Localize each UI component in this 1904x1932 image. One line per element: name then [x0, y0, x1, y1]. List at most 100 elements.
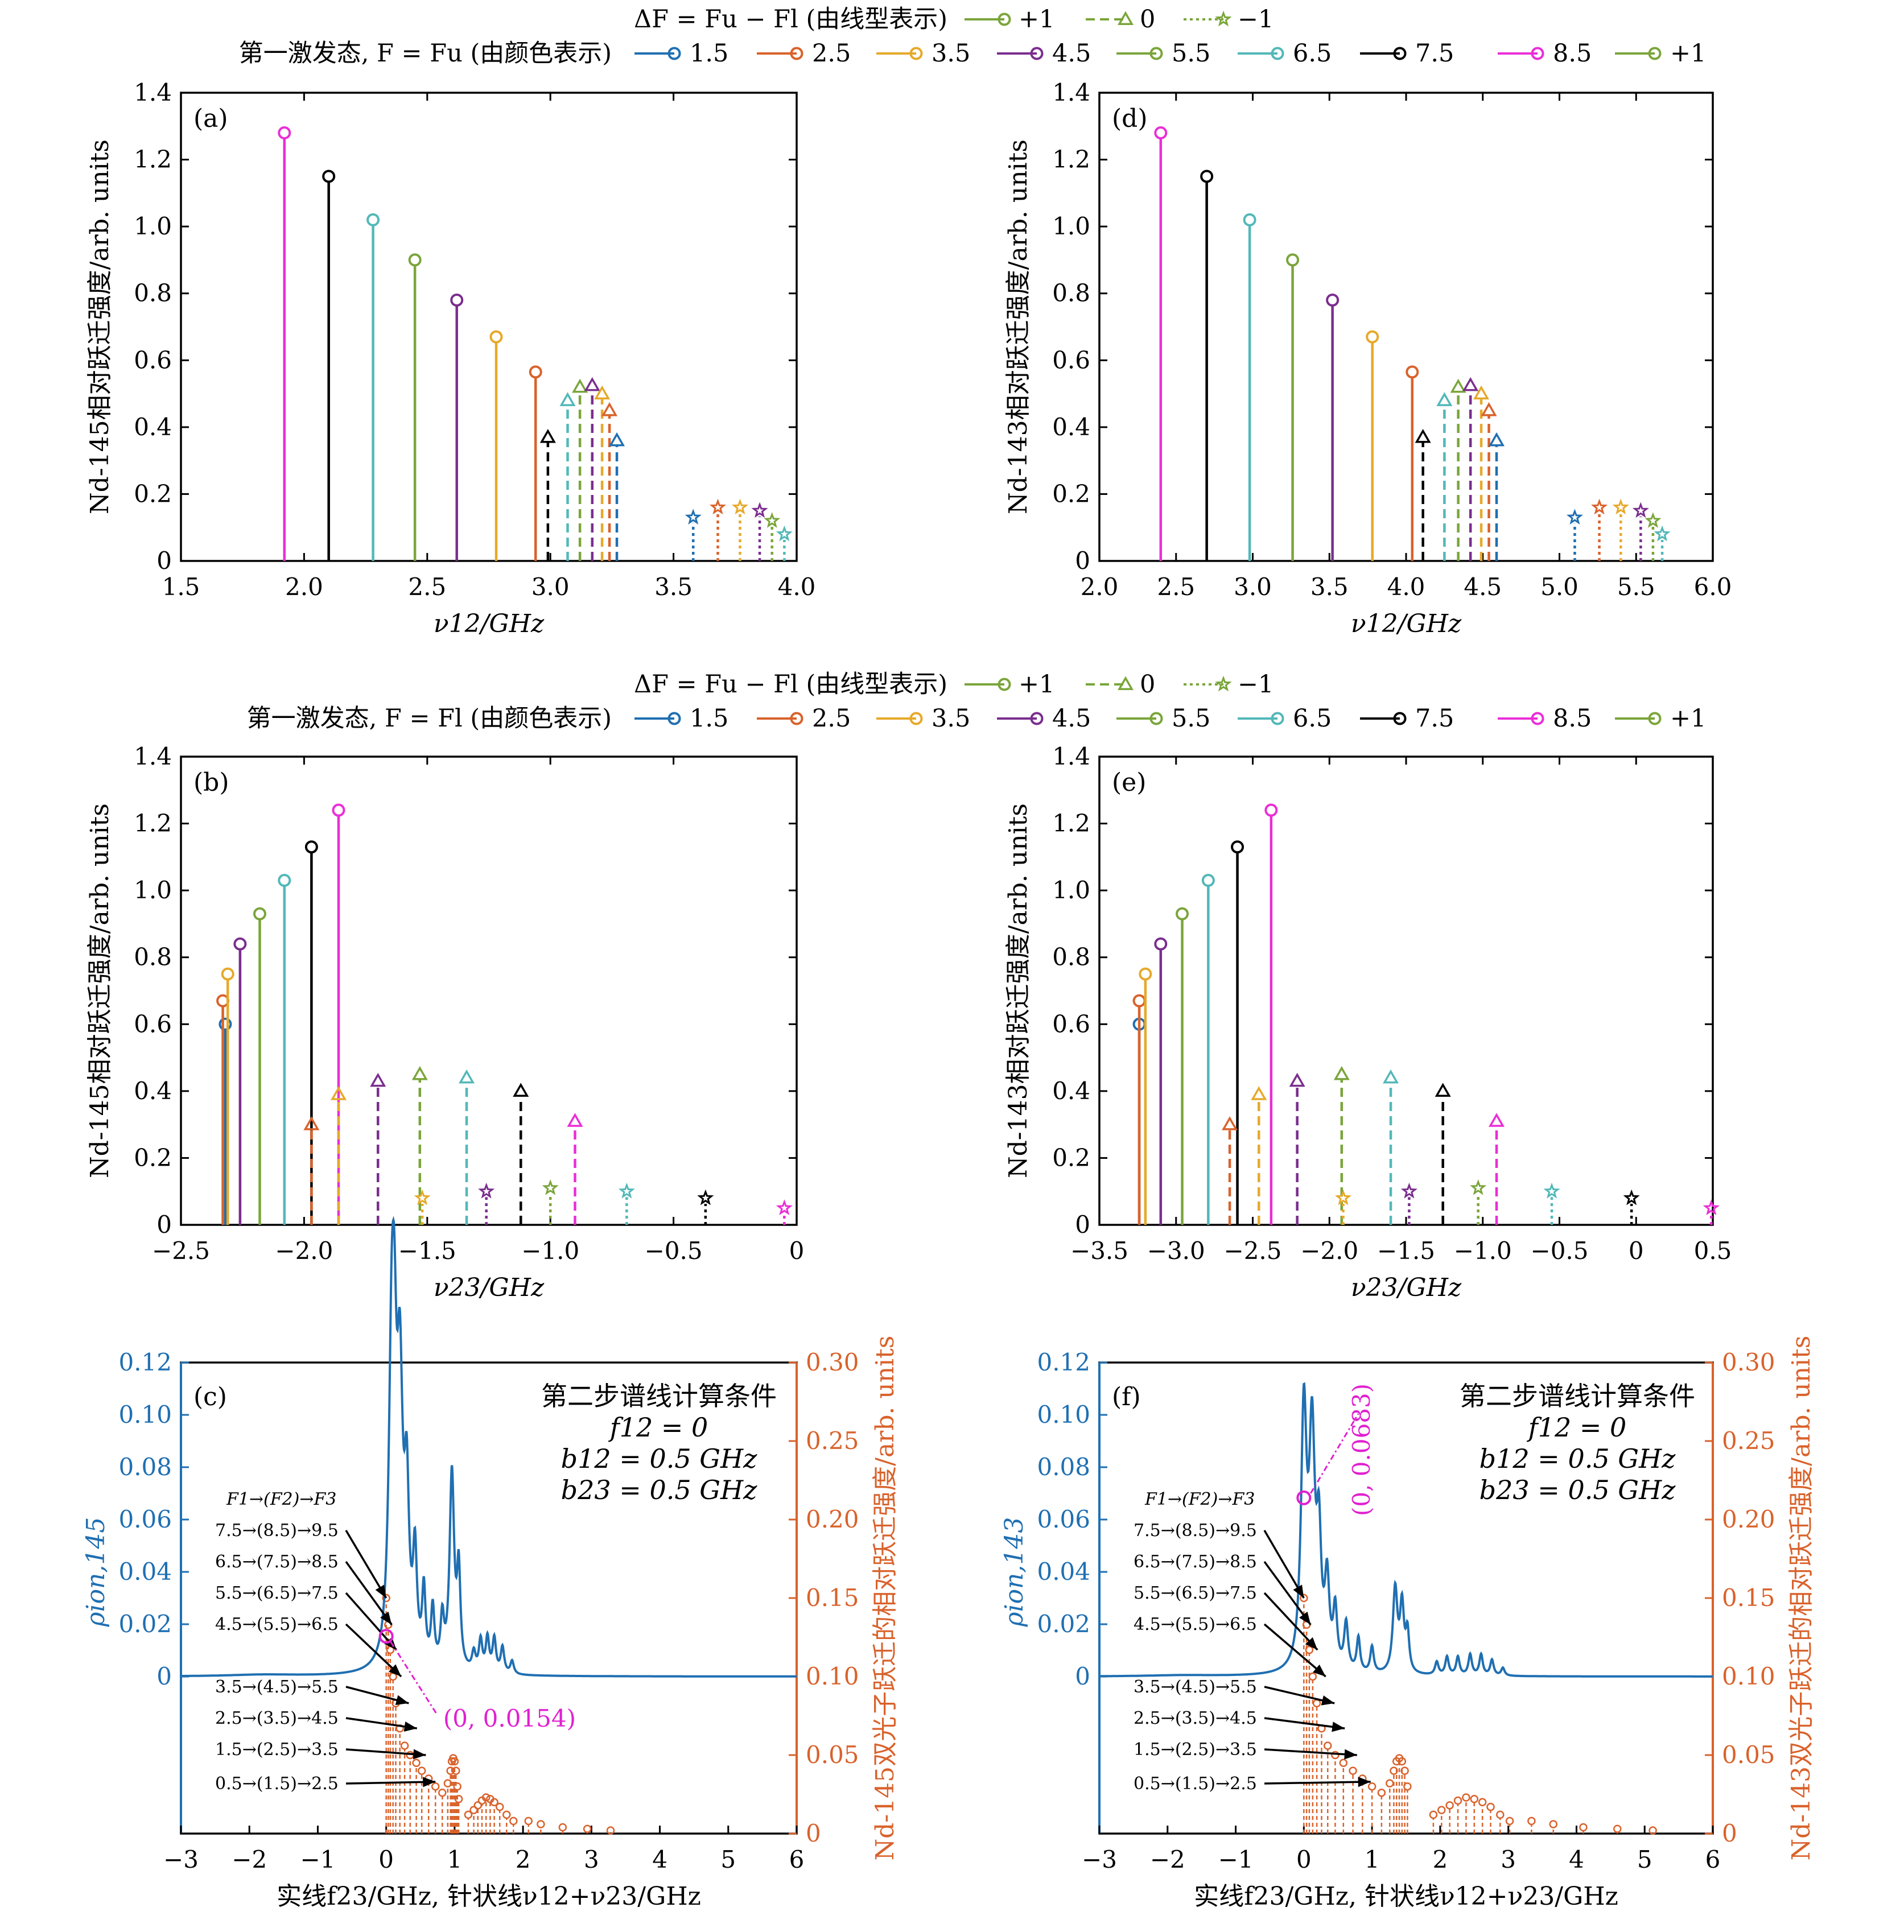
stem-marker-31 — [1549, 1820, 1557, 1828]
xtick-label-0: −3.5 — [1070, 1237, 1128, 1265]
condition-b12: b12 = 0.5 GHz — [1479, 1443, 1676, 1474]
legend-marker-0 — [667, 47, 681, 60]
stem-marker-9 — [417, 1766, 426, 1775]
xtick-label-5: 4.5 — [1464, 573, 1502, 601]
stem-marker-6 — [400, 1741, 409, 1750]
ytick-label-1: 0.2 — [134, 1143, 172, 1171]
y-axis-label: Nd-143相对跃迁强度/arb. units — [1004, 803, 1033, 1178]
legend-marker-2 — [909, 712, 923, 725]
ytick-right-label-0: 0 — [1722, 1819, 1737, 1847]
xtick-label-7: 4 — [1569, 1846, 1584, 1873]
stem-marker-21 — [464, 1810, 473, 1819]
stem-marker-4 — [1326, 293, 1340, 307]
path-arrow-2 — [345, 1592, 398, 1651]
path-arrow-0 — [1263, 1530, 1305, 1599]
path-arrow-1 — [1263, 1561, 1312, 1625]
ytick-label-7: 1.4 — [134, 742, 172, 770]
ytick-label-3: 0.6 — [134, 346, 172, 374]
condition-b23: b23 = 0.5 GHz — [561, 1475, 757, 1505]
conditions-title: 第二步谱线计算条件 — [541, 1381, 777, 1411]
stem-marker-5 — [1201, 874, 1215, 887]
legend-label-5: 6.5 — [1293, 39, 1332, 68]
ytick-right-label-6: 0.30 — [806, 1348, 859, 1376]
ytick-right-label-1: 0.05 — [806, 1741, 859, 1769]
ytick-label-5: 1.0 — [134, 212, 172, 240]
path-arrow-3 — [1263, 1623, 1326, 1678]
legend-marker-7 — [1531, 47, 1544, 60]
legend-label-3: 4.5 — [1052, 704, 1091, 733]
x-axis-label: ν23/GHz — [434, 1273, 545, 1302]
condition-b23: b23 = 0.5 GHz — [1479, 1475, 1676, 1505]
panel-e: −3.5 −3.0 −2.5 −2.0 −1.5 −1.0 −0.5 0 0.5 0 0.2 0.4 0… — [1004, 742, 1732, 1302]
xtick-label-1: 2.5 — [1157, 573, 1195, 601]
annotation-leader — [1310, 1413, 1359, 1494]
legend-marker-8 — [1648, 47, 1662, 60]
stem-marker-3 — [1543, 1182, 1560, 1199]
panel-label: (f) — [1112, 1382, 1141, 1411]
xtick-label-3: 0 — [378, 1846, 394, 1873]
legend-marker-6 — [1393, 47, 1407, 60]
legend-top-color: 第一激发态, F = Fu (由颜色表示) 1.5 2.5 3.5 4.5 5.5 6.5 7… — [239, 39, 1707, 68]
path-arrowhead-7 — [423, 1777, 436, 1787]
stem-marker-6 — [529, 365, 542, 379]
stem-marker-32 — [1579, 1823, 1588, 1832]
legend-mid-linetype-title: ΔF = Fu − Fl (由线型表示) — [634, 670, 947, 699]
legend-label-0: +1 — [1019, 5, 1054, 34]
stem-marker-2 — [731, 498, 748, 515]
panel-d: 2.0 2.5 3.0 3.5 4.0 4.5 5.0 5.5 6.0 0 0.2 0.4 0.6 0.8… — [1004, 79, 1732, 638]
xtick-label-2: 3.0 — [1234, 573, 1272, 601]
path-label-2: 5.5→(6.5)→7.5 — [215, 1583, 339, 1603]
ytick-label-2: 0.4 — [1052, 413, 1090, 441]
axes-frame-e — [1098, 756, 1714, 1226]
path-arrowhead-5 — [403, 1722, 417, 1732]
ytick-right-label-5: 0.25 — [806, 1427, 859, 1455]
axes-frame-d — [1098, 92, 1714, 562]
stem-marker-3 — [408, 253, 422, 267]
ytick-right-label-3: 0.15 — [806, 1584, 859, 1612]
stem-marker-4 — [459, 1069, 475, 1084]
stem-marker-25 — [481, 1793, 491, 1802]
path-label-0: 7.5→(8.5)→9.5 — [215, 1521, 339, 1541]
condition-f12: f12 = 0 — [608, 1412, 708, 1443]
ytick-label-3: 0.6 — [1052, 1010, 1090, 1038]
legend-label-4: 5.5 — [1172, 39, 1210, 68]
stem-marker-2 — [572, 378, 588, 393]
legend-label-1: 0 — [1140, 5, 1155, 34]
stem-marker-5 — [1654, 525, 1671, 542]
stem-marker-1 — [709, 498, 727, 515]
legend-marker-0 — [998, 13, 1011, 26]
xtick-label-6: −0.5 — [1531, 1237, 1589, 1265]
path-label-1: 6.5→(7.5)→8.5 — [215, 1552, 339, 1572]
stem-marker-9 — [1349, 1766, 1357, 1775]
stem-marker-4 — [1473, 385, 1490, 400]
ytick-label-7: 1.4 — [1052, 742, 1090, 770]
stem-marker-3 — [1308, 1672, 1317, 1681]
ytick-left-label-6: 0.12 — [1037, 1348, 1090, 1376]
stem-marker-5 — [601, 402, 618, 416]
ytick-label-5: 1.0 — [134, 876, 172, 904]
path-arrowhead-3 — [388, 1664, 402, 1677]
stem-marker-5 — [776, 525, 793, 542]
stem-marker-25 — [1470, 1795, 1479, 1803]
ytick-label-7: 1.4 — [1052, 79, 1090, 106]
stem-marker-7 — [1331, 1751, 1340, 1760]
annotation-label: (0, 0.0683) — [1347, 1384, 1375, 1516]
path-arrow-1 — [345, 1561, 393, 1625]
ytick-label-0: 0 — [156, 547, 172, 575]
xtick-label-5: 2 — [516, 1846, 531, 1873]
ytick-label-1: 0.2 — [1052, 480, 1090, 507]
ytick-left-label-4: 0.08 — [118, 1453, 172, 1481]
stem-marker-2 — [1470, 1179, 1487, 1195]
path-arrowhead-6 — [1344, 1749, 1357, 1760]
stem-marker-3 — [584, 377, 600, 391]
xtick-label-7: 5.5 — [1617, 573, 1655, 601]
path-header: F1→(F2)→F3 — [226, 1489, 336, 1509]
stem-marker-2 — [366, 213, 380, 226]
xtick-label-3: 3.5 — [1310, 573, 1349, 601]
path-arrowhead-3 — [1313, 1664, 1326, 1677]
path-arrowhead-7 — [1358, 1777, 1371, 1787]
legend-mid-linetype: ΔF = Fu − Fl (由线型表示) +1 0 −1 — [634, 670, 1274, 699]
stem-marker-20 — [1429, 1810, 1438, 1819]
path-arrowhead-4 — [1321, 1695, 1335, 1706]
legend-label-2: −1 — [1238, 5, 1274, 34]
